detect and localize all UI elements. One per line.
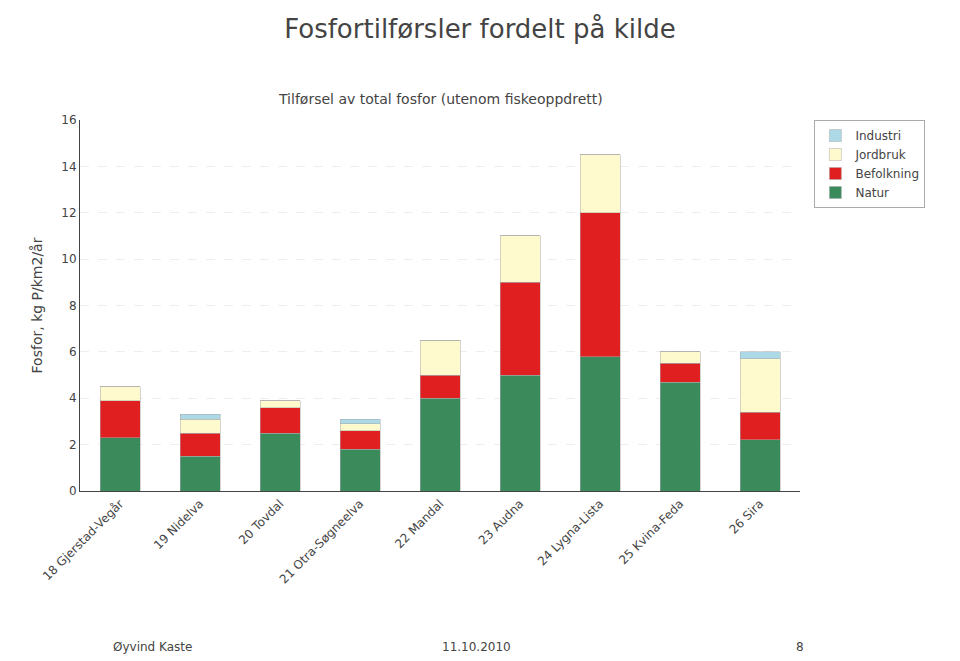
- svg-text:Øyvind Kaste: Øyvind Kaste: [113, 640, 192, 654]
- svg-text:19 Nidelva: 19 Nidelva: [151, 497, 206, 552]
- svg-text:0: 0: [69, 484, 77, 498]
- svg-text:14: 14: [61, 160, 76, 174]
- svg-text:23 Audna: 23 Audna: [476, 497, 527, 548]
- svg-text:6: 6: [69, 345, 77, 359]
- svg-text:18 Gjerstad-Vegår: 18 Gjerstad-Vegår: [40, 497, 126, 583]
- svg-text:25 Kvina-Feda: 25 Kvina-Feda: [616, 497, 686, 567]
- svg-text:21 Otra-Søgneelva: 21 Otra-Søgneelva: [277, 497, 367, 587]
- svg-text:16: 16: [61, 113, 76, 127]
- svg-text:Fosfortilførsler fordelt på ki: Fosfortilførsler fordelt på kilde: [284, 14, 676, 44]
- svg-text:26 Sira: 26 Sira: [727, 497, 767, 537]
- svg-text:Industri: Industri: [855, 129, 901, 143]
- svg-text:Jordbruk: Jordbruk: [854, 148, 905, 162]
- svg-text:12: 12: [61, 206, 76, 220]
- svg-text:8: 8: [69, 299, 77, 313]
- svg-text:10: 10: [61, 252, 76, 266]
- svg-text:Tilførsel av total fosfor (ute: Tilførsel av total fosfor (utenom fiskeo…: [278, 91, 603, 107]
- svg-text:2: 2: [69, 438, 77, 452]
- svg-text:8: 8: [796, 640, 804, 654]
- svg-text:Fosfor, kg P/km2/år: Fosfor, kg P/km2/år: [29, 237, 45, 373]
- svg-text:24 Lygna-Lista: 24 Lygna-Lista: [535, 497, 606, 568]
- svg-text:11.10.2010: 11.10.2010: [442, 640, 511, 654]
- svg-text:Befolkning: Befolkning: [855, 167, 919, 181]
- svg-text:22 Mandal: 22 Mandal: [392, 497, 446, 551]
- svg-text:4: 4: [69, 391, 77, 405]
- svg-text:Natur: Natur: [855, 186, 889, 200]
- svg-text:20 Tovdal: 20 Tovdal: [236, 497, 286, 547]
